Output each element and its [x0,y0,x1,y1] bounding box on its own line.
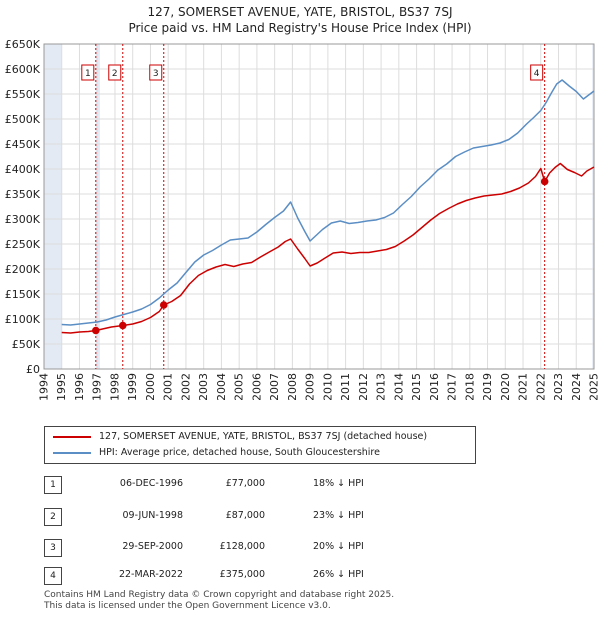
transaction-chart-label: 2 [112,69,118,79]
y-tick-label: £500K [5,113,41,126]
x-tick-label: 1999 [126,373,139,400]
y-tick-label: £650K [5,38,41,51]
transaction-chart-label-box [81,64,95,81]
footer-copyright: Contains HM Land Registry data © Crown c… [44,590,394,612]
x-tick-label: 1994 [38,373,51,400]
hpi-series-line [61,79,595,326]
transaction-point [540,177,549,186]
shaded-span [592,44,594,369]
x-tick-label: 2006 [250,373,263,400]
x-tick-label: 2004 [215,373,228,400]
plot-frame [43,43,595,370]
shaded-span [44,44,62,369]
transaction-hpi-diff: 23% ↓ HPI [313,510,364,521]
x-tick-label: 2017 [446,373,459,400]
y-tick-label: £0 [26,363,40,376]
price-series-line [61,162,595,334]
legend-label-hpi: HPI: Average price, detached house, Sout… [99,447,380,458]
transaction-chart-label: 4 [534,69,540,79]
legend-label-property: 127, SOMERSET AVENUE, YATE, BRISTOL, BS3… [99,431,428,442]
chart-title-line1: 127, SOMERSET AVENUE, YATE, BRISTOL, BS3… [147,5,453,19]
legend: 127, SOMERSET AVENUE, YATE, BRISTOL, BS3… [44,426,476,464]
x-tick-label: 2025 [588,373,600,400]
x-tick-label: 2007 [268,373,281,400]
x-tick-label: 2024 [570,373,583,400]
x-tick-label: 2015 [410,373,423,400]
y-tick-label: £350K [5,188,41,201]
x-tick-label: 2012 [357,373,370,400]
x-tick-label: 2013 [375,373,388,400]
price-chart: £0 £50K £100K £150K £200K £250K £300K £350K £400… [5,38,600,400]
transaction-badge: 2 [44,508,62,526]
x-tick-label: 2023 [552,373,565,400]
table-row: 2 09-JUN-1998 £87,000 23% ↓ HPI [0,508,600,528]
plot-area [44,44,594,369]
table-row: 3 29-SEP-2000 £128,000 20% ↓ HPI [0,539,600,559]
transaction-date: 22-MAR-2022 [118,569,183,580]
y-tick-label: £250K [5,238,41,251]
legend-swatch-red [53,436,91,438]
transaction-badge: 1 [44,476,62,494]
y-tick-label: £100K [5,313,41,326]
table-row: 1 06-DEC-1996 £77,000 18% ↓ HPI [0,476,600,496]
x-tick-label: 2009 [304,373,317,400]
x-tick-label: 2016 [428,373,441,400]
transaction-chart-label: 1 [85,69,91,79]
legend-swatch-blue [53,452,91,454]
y-tick-label: £400K [5,163,41,176]
y-tick-label: £550K [5,88,41,101]
y-tick-label: £50K [12,338,41,351]
transaction-hpi-diff: 18% ↓ HPI [313,478,364,489]
shaded-span [95,44,100,369]
y-tick-label: £300K [5,213,41,226]
x-tick-label: 2011 [339,373,352,400]
x-tick-label: 1998 [108,373,121,400]
footer-line-2: This data is licensed under the Open Gov… [44,601,331,611]
y-tick-label: £450K [5,138,41,151]
footer-line-1: Contains HM Land Registry data © Crown c… [44,590,395,600]
x-tick-label: 2002 [179,373,192,400]
transaction-price: £87,000 [225,510,265,521]
transaction-date: 06-DEC-1996 [119,478,183,489]
transaction-price: £375,000 [219,569,265,580]
x-tick-label: 2020 [499,373,512,400]
x-tick-label: 1997 [91,373,104,400]
table-row: 4 22-MAR-2022 £375,000 26% ↓ HPI [0,567,600,587]
transaction-badge: 3 [44,539,62,557]
x-tick-label: 1996 [73,373,86,400]
x-tick-label: 2008 [286,373,299,400]
transaction-badge: 4 [44,567,62,585]
x-tick-label: 2022 [534,373,547,400]
x-tick-label: 2001 [162,373,175,400]
transaction-chart-label-box [108,64,122,81]
transaction-chart-label: 3 [153,69,159,79]
y-tick-label: £150K [5,288,41,301]
x-tick-label: 2019 [481,373,494,400]
y-tick-label: £200K [5,263,41,276]
x-tick-label: 2018 [463,373,476,400]
transaction-point [92,326,100,335]
transaction-date: 09-JUN-1998 [122,510,183,521]
transaction-hpi-diff: 20% ↓ HPI [313,541,364,552]
x-tick-label: 1995 [55,373,68,400]
x-tick-label: 2010 [321,373,334,400]
y-tick-label: £600K [5,63,41,76]
transaction-date: 29-SEP-2000 [122,541,183,552]
transaction-chart-label-box [530,64,544,81]
transaction-point [118,321,127,330]
x-tick-label: 2003 [197,373,210,400]
x-tick-label: 2005 [233,373,246,400]
transaction-hpi-diff: 26% ↓ HPI [313,569,364,580]
x-tick-label: 2000 [144,373,157,400]
transaction-price: £128,000 [219,541,265,552]
chart-title-line2: Price paid vs. HM Land Registry's House … [128,21,472,35]
transaction-point [159,301,168,309]
transaction-chart-label-box [149,64,163,81]
transaction-price: £77,000 [225,478,265,489]
x-tick-label: 2021 [517,373,530,400]
x-tick-label: 2014 [392,373,405,400]
